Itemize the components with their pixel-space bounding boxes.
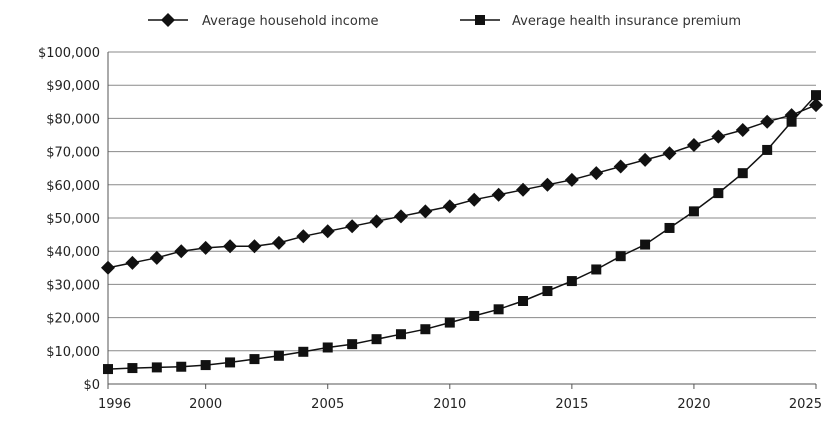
household-income-point <box>589 166 604 181</box>
health-premium-point <box>444 317 455 328</box>
diamond-marker-icon <box>161 13 175 27</box>
legend-item-health-premium: Average health insurance premium <box>460 14 741 29</box>
y-tick-label: $0 <box>83 378 100 393</box>
health-premium-point <box>664 222 675 233</box>
y-tick-label: $50,000 <box>46 212 100 227</box>
household-income-point <box>638 152 653 167</box>
x-tick-label: 2010 <box>433 397 466 412</box>
y-tick-label: $30,000 <box>46 278 100 293</box>
health-premium-point <box>786 116 797 127</box>
household-income-point <box>613 159 628 174</box>
household-income-point <box>467 192 482 207</box>
household-income-point <box>247 239 262 254</box>
legend-label-household-income: Average household income <box>202 14 379 29</box>
x-tick-label: 2000 <box>189 397 222 412</box>
y-tick-label: $90,000 <box>46 79 100 94</box>
household-income-point <box>809 98 823 113</box>
health-premium-point <box>713 188 724 199</box>
household-income-point <box>442 199 457 214</box>
legend-item-household-income: Average household income <box>148 13 379 29</box>
health-premium-point <box>176 361 187 372</box>
household-income-point <box>271 235 286 250</box>
square-marker-icon <box>475 15 485 25</box>
health-premium-point <box>298 346 309 357</box>
y-tick-label: $60,000 <box>46 179 100 194</box>
health-premium-point <box>127 363 138 374</box>
series-layer <box>101 90 823 375</box>
y-tick-label: $100,000 <box>38 46 100 61</box>
health-premium-point <box>762 144 773 155</box>
series-line-health-premium <box>107 94 817 370</box>
household-income-point <box>101 260 115 275</box>
x-tick-label: 1996 <box>98 397 131 412</box>
health-premium-point <box>273 350 284 361</box>
health-premium-point <box>493 304 504 315</box>
health-premium-point <box>200 360 211 371</box>
household-income-point <box>198 240 213 255</box>
household-income-point <box>711 129 726 144</box>
health-premium-point <box>737 168 748 179</box>
health-premium-point <box>225 357 236 368</box>
household-income-point <box>662 146 677 161</box>
health-premium-point <box>811 90 821 101</box>
household-income-point <box>320 224 335 239</box>
x-tick-label: 2005 <box>311 397 344 412</box>
y-tick-label: $80,000 <box>46 112 100 127</box>
health-premium-point <box>103 364 113 375</box>
health-premium-point <box>469 310 480 321</box>
x-tick-label: 2025 <box>789 397 822 412</box>
household-income-point <box>296 229 311 244</box>
legend-label-health-premium: Average health insurance premium <box>512 14 741 29</box>
health-premium-point <box>322 342 333 353</box>
x-tick-label: 2015 <box>555 397 588 412</box>
household-income-point <box>491 187 506 202</box>
household-income-point <box>345 219 360 234</box>
health-premium-point <box>566 276 577 287</box>
y-tick-label: $20,000 <box>46 312 100 327</box>
axes: $0 $10,000 $20,000 $30,000 $40,000 $50,000 $60… <box>38 46 822 412</box>
y-tick-label: $40,000 <box>46 245 100 260</box>
household-income-point <box>418 204 433 219</box>
y-tick-label: $70,000 <box>46 146 100 161</box>
household-income-point <box>686 137 701 152</box>
household-income-point <box>540 177 555 192</box>
health-premium-point <box>518 296 529 306</box>
y-tick-label: $10,000 <box>46 345 100 360</box>
health-premium-point <box>347 339 358 350</box>
household-income-point <box>223 239 238 254</box>
series-line-household-income <box>107 104 817 269</box>
household-income-point <box>369 214 384 229</box>
health-premium-point <box>591 264 602 275</box>
health-premium-point <box>688 206 699 217</box>
household-income-point <box>564 172 579 187</box>
health-premium-point <box>151 362 162 373</box>
household-income-point <box>125 255 140 270</box>
household-income-point <box>760 114 775 129</box>
health-premium-point <box>249 354 260 365</box>
health-premium-point <box>395 329 406 340</box>
health-premium-point <box>640 239 651 250</box>
gridlines <box>108 51 816 385</box>
household-income-point <box>149 250 164 265</box>
health-premium-point <box>420 324 431 335</box>
health-premium-point <box>615 251 626 262</box>
household-income-point <box>393 209 408 224</box>
health-premium-point <box>542 286 553 297</box>
health-premium-point <box>371 334 382 345</box>
household-income-point <box>174 244 189 259</box>
x-tick-label: 2020 <box>677 397 710 412</box>
legend: Average household income Average health … <box>148 13 741 29</box>
household-income-point <box>516 182 531 197</box>
household-income-point <box>735 123 750 138</box>
